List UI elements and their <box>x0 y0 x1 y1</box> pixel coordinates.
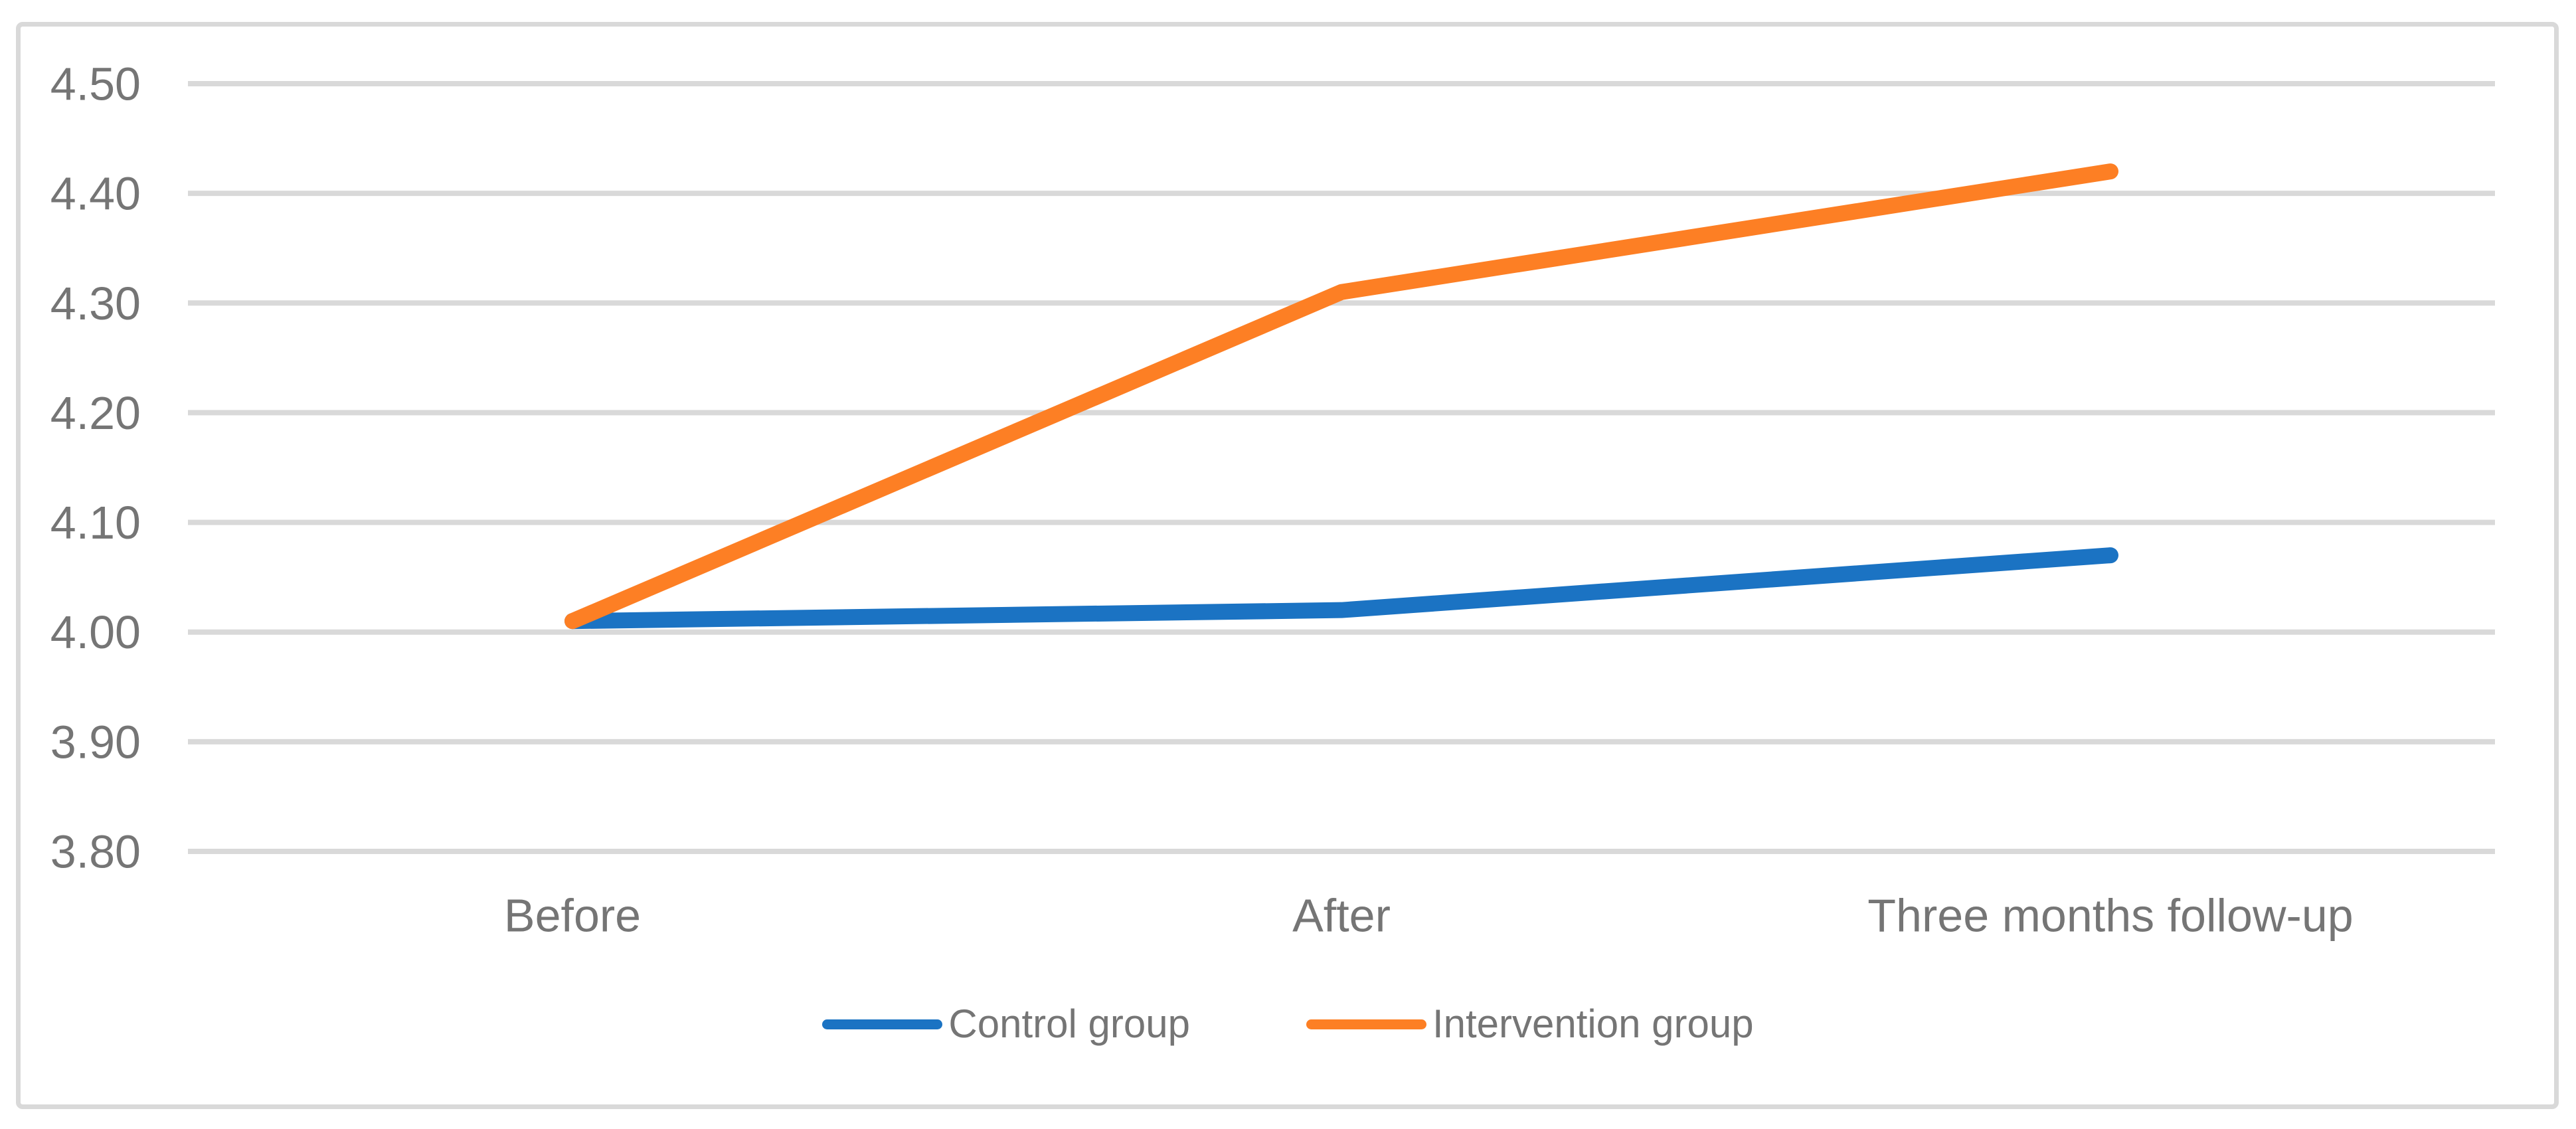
y-axis-tick-label: 4.40 <box>50 168 141 220</box>
y-axis-tick-label: 4.20 <box>50 387 141 439</box>
chart-legend: Control group Intervention group <box>0 1004 2576 1044</box>
legend-line-swatch <box>1306 1019 1426 1029</box>
x-axis-category-label: Before <box>504 890 641 942</box>
series-line-intervention-group <box>564 163 2118 630</box>
y-axis-tick-label: 3.80 <box>50 826 141 878</box>
legend-item-control-group: Control group <box>822 1004 1190 1044</box>
series-line-control-group <box>564 547 2118 630</box>
legend-label: Control group <box>948 1001 1190 1046</box>
legend-item-intervention-group: Intervention group <box>1306 1004 1754 1044</box>
y-axis-tick-label: 3.90 <box>50 716 141 768</box>
legend-label: Intervention group <box>1432 1001 1754 1046</box>
x-axis-category-label: After <box>1292 890 1391 942</box>
x-axis-category-label: Three months follow-up <box>1867 890 2353 942</box>
y-axis-tick-label: 4.00 <box>50 606 141 658</box>
legend-line-swatch <box>822 1019 943 1029</box>
chart-frame-border <box>16 22 2559 1109</box>
y-axis-tick-label: 4.50 <box>50 58 141 110</box>
y-axis-tick-label: 4.30 <box>50 278 141 329</box>
y-axis-tick-label: 4.10 <box>50 497 141 549</box>
